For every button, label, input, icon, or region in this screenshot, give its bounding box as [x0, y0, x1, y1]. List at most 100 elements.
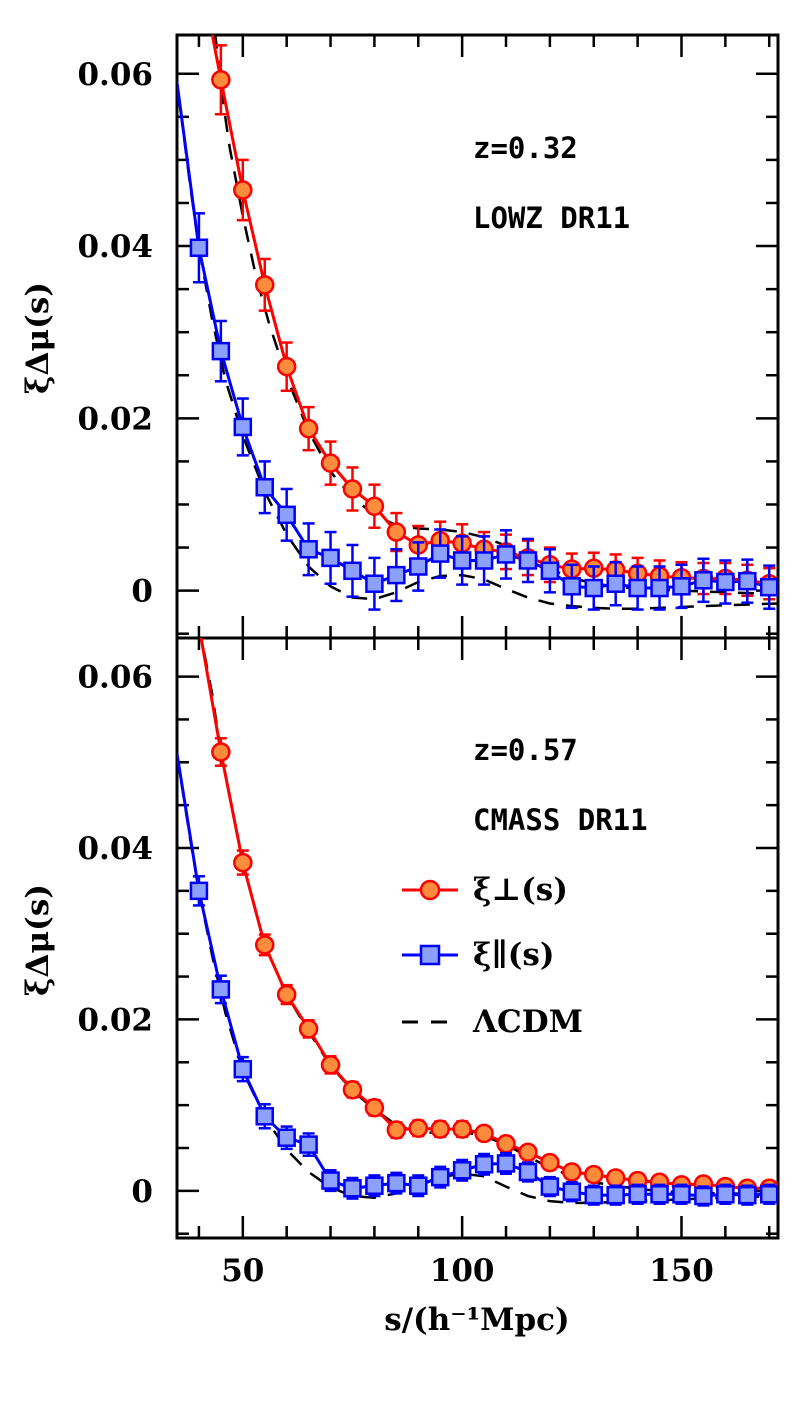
top-par-point: [233, 417, 253, 437]
bottom-par-point: [694, 1186, 713, 1206]
top-par-point: [628, 578, 647, 598]
top-par-point: [694, 571, 713, 590]
bottom-perp-point: [452, 1119, 472, 1139]
top-perp-point: [342, 479, 363, 499]
bottom-ytick-label: 0: [131, 1174, 153, 1210]
xlabel: s/(h⁻¹Mpc): [384, 1302, 569, 1338]
top-perp-point: [386, 522, 407, 542]
legend-par-label: ξ∥(s): [473, 937, 555, 973]
top-perp-point: [211, 70, 231, 90]
bottom-perp-point: [562, 1162, 582, 1182]
bottom-par-point: [672, 1185, 691, 1204]
bottom-par-point: [299, 1135, 318, 1154]
top-par-point: [189, 238, 209, 258]
bottom-par-point: [211, 980, 231, 999]
legend-item-lcdm: ΛCDM: [402, 1004, 583, 1040]
top-par-point: [452, 551, 472, 570]
top-par-point: [716, 572, 735, 592]
bottom-perp-point: [496, 1133, 516, 1154]
top-par-point: [277, 505, 296, 525]
top-par-point: [343, 561, 362, 581]
bottom-par-point: [518, 1162, 538, 1182]
bottom-par-point: [430, 1167, 450, 1187]
bottom-perp-point: [474, 1123, 494, 1144]
top-ytick-label: 0.06: [77, 57, 153, 93]
top-par-point: [672, 577, 691, 596]
legend-perp-marker: [419, 879, 441, 901]
legend: ξ⊥(s) ξ∥(s) ΛCDM: [402, 872, 583, 1040]
bottom-par-point: [343, 1179, 362, 1198]
top-par-point: [321, 548, 340, 568]
top-par-point: [255, 478, 274, 497]
top-panel: 0 0.02 0.04 0.06: [77, 33, 780, 640]
bottom-ytick-label: 0.02: [77, 1002, 153, 1038]
bottom-ytick-label: 0.06: [77, 660, 153, 696]
top-par-point: [759, 577, 778, 597]
top-par-point: [518, 551, 538, 570]
bottom-perp-point: [342, 1079, 363, 1100]
bottom-par-point: [189, 881, 209, 901]
top-par-point: [562, 577, 582, 596]
top-par-point: [299, 540, 318, 559]
bottom-perp-point: [386, 1120, 407, 1140]
bottom-ytick-label: 0.04: [77, 831, 153, 867]
bottom-par-point: [584, 1185, 604, 1205]
top-perp-point: [233, 180, 253, 200]
bottom-plot-area: [177, 638, 778, 1207]
bottom-par-point: [562, 1182, 582, 1201]
bottom-par-point: [365, 1176, 384, 1195]
bottom-xtick-label: 100: [430, 1253, 495, 1289]
top-par-point: [211, 341, 231, 361]
top-par-point: [738, 571, 757, 591]
top-ytick-label: 0.04: [77, 229, 153, 265]
top-sample-label: LOWZ DR11: [473, 201, 630, 235]
bottom-perp-point: [233, 852, 253, 873]
bottom-perp-point: [276, 984, 297, 1005]
top-par-point: [606, 574, 625, 593]
bottom-par-point: [387, 1173, 406, 1193]
top-perp-point: [320, 453, 341, 473]
bottom-par-point: [474, 1155, 494, 1174]
bottom-xtick-label: 50: [221, 1253, 264, 1289]
legend-item-perp: ξ⊥(s): [402, 872, 568, 908]
top-par-point: [474, 551, 494, 570]
bottom-perp-point: [298, 1019, 319, 1039]
bottom-par-point: [759, 1185, 778, 1204]
bottom-par-line: [177, 753, 770, 1198]
bottom-sample-label: CMASS DR11: [473, 803, 648, 837]
bottom-perp-point: [518, 1142, 538, 1163]
bottom-par-point: [233, 1059, 253, 1079]
top-par-point: [387, 565, 406, 585]
bottom-xtick-label: 150: [649, 1253, 714, 1289]
bottom-perp-point: [430, 1119, 450, 1139]
top-par-point: [409, 557, 428, 576]
bottom-perp-point: [211, 742, 231, 762]
top-par-line: [177, 82, 770, 590]
bottom-perp-point: [584, 1164, 604, 1185]
top-plot-area: [177, 35, 778, 611]
top-par-point: [430, 544, 450, 563]
bottom-par-point: [255, 1107, 274, 1126]
bottom-par-point: [496, 1154, 516, 1173]
bottom-par-point: [628, 1185, 647, 1204]
bottom-par-point: [606, 1185, 625, 1205]
bottom-par-point: [321, 1171, 340, 1190]
top-ylabel: ξΔμ(s): [20, 282, 56, 394]
bottom-perp-point: [364, 1097, 385, 1118]
top-redshift-label: z=0.32: [473, 131, 578, 165]
bottom-lcdm-perp-curve: [200, 638, 778, 1196]
legend-lcdm-label: ΛCDM: [472, 1004, 583, 1040]
top-par-point: [496, 545, 516, 564]
bottom-redshift-label: z=0.57: [473, 733, 578, 767]
bottom-par-point: [738, 1185, 757, 1205]
bottom-frame: [175, 636, 780, 1240]
top-par-point: [584, 578, 604, 598]
bottom-par-point: [409, 1176, 428, 1195]
legend-perp-label: ξ⊥(s): [473, 872, 568, 908]
bottom-perp-point: [408, 1118, 429, 1139]
top-perp-point: [254, 275, 275, 295]
top-perp-point: [276, 356, 297, 377]
bottom-par-point: [540, 1177, 560, 1196]
top-ytick-label: 0.02: [77, 401, 153, 437]
